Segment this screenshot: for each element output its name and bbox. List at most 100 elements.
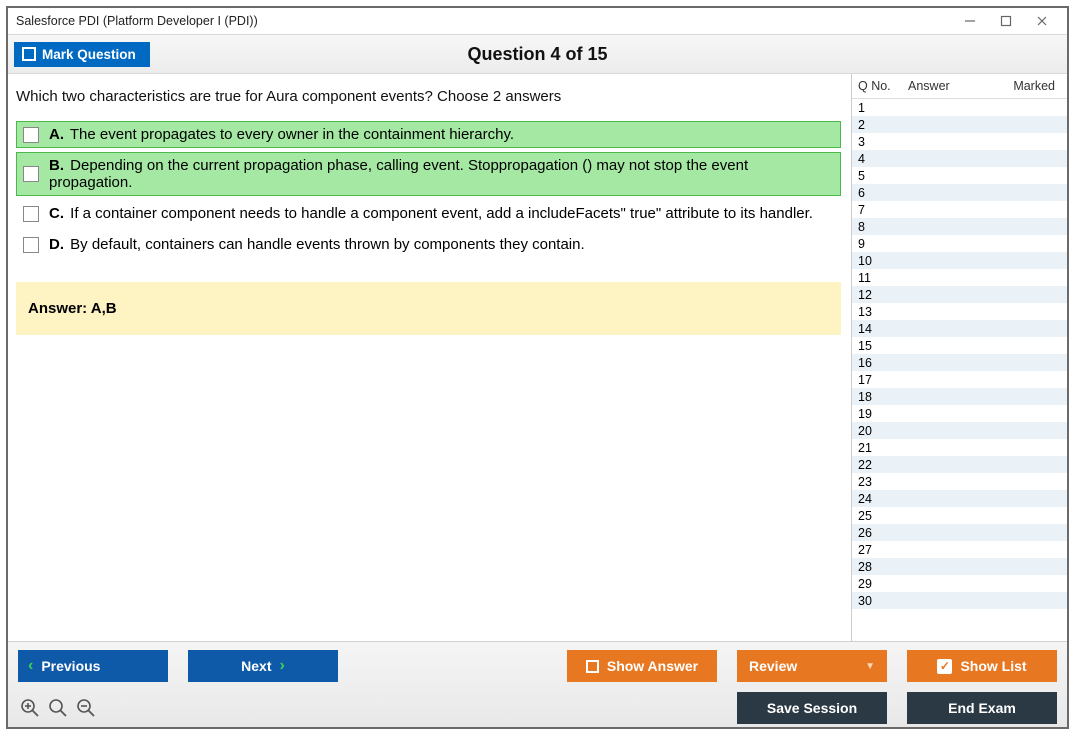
question-number: 30 bbox=[858, 594, 898, 608]
choice-checkbox[interactable] bbox=[23, 166, 39, 182]
question-row[interactable]: 15 bbox=[852, 337, 1067, 354]
next-button[interactable]: Next › bbox=[188, 650, 338, 682]
question-number: 10 bbox=[858, 254, 898, 268]
checkbox-icon bbox=[22, 47, 36, 61]
choice-checkbox[interactable] bbox=[23, 237, 39, 253]
choice-text: C. If a container component needs to han… bbox=[49, 205, 813, 222]
question-number: 2 bbox=[858, 118, 898, 132]
zoom-in-icon[interactable] bbox=[20, 698, 40, 718]
question-number: 17 bbox=[858, 373, 898, 387]
question-row[interactable]: 18 bbox=[852, 388, 1067, 405]
show-list-label: Show List bbox=[960, 658, 1026, 674]
question-number: 25 bbox=[858, 509, 898, 523]
question-number: 12 bbox=[858, 288, 898, 302]
question-row[interactable]: 6 bbox=[852, 184, 1067, 201]
question-number: 5 bbox=[858, 169, 898, 183]
question-row[interactable]: 23 bbox=[852, 473, 1067, 490]
answer-label: Answer: A,B bbox=[28, 300, 117, 317]
checked-icon: ✓ bbox=[937, 659, 952, 674]
question-row[interactable]: 11 bbox=[852, 269, 1067, 286]
review-label: Review bbox=[749, 658, 797, 674]
question-row[interactable]: 10 bbox=[852, 252, 1067, 269]
question-row[interactable]: 20 bbox=[852, 422, 1067, 439]
show-list-button[interactable]: ✓ Show List bbox=[907, 650, 1057, 682]
question-row[interactable]: 4 bbox=[852, 150, 1067, 167]
choice-checkbox[interactable] bbox=[23, 206, 39, 222]
choice-row[interactable]: A. The event propagates to every owner i… bbox=[16, 121, 841, 148]
choice-text: D. By default, containers can handle eve… bbox=[49, 236, 585, 253]
question-number: 4 bbox=[858, 152, 898, 166]
minimize-icon[interactable] bbox=[953, 10, 987, 32]
question-panel: Which two characteristics are true for A… bbox=[8, 74, 851, 641]
question-number: 6 bbox=[858, 186, 898, 200]
review-button[interactable]: Review ▼ bbox=[737, 650, 887, 682]
question-row[interactable]: 14 bbox=[852, 320, 1067, 337]
question-row[interactable]: 30 bbox=[852, 592, 1067, 609]
mark-question-label: Mark Question bbox=[42, 47, 136, 62]
close-icon[interactable] bbox=[1025, 10, 1059, 32]
question-row[interactable]: 21 bbox=[852, 439, 1067, 456]
zoom-icon[interactable] bbox=[48, 698, 68, 718]
question-row[interactable]: 5 bbox=[852, 167, 1067, 184]
question-number: 24 bbox=[858, 492, 898, 506]
mark-question-button[interactable]: Mark Question bbox=[14, 42, 150, 67]
question-row[interactable]: 26 bbox=[852, 524, 1067, 541]
question-row[interactable]: 24 bbox=[852, 490, 1067, 507]
col-marked: Marked bbox=[1001, 79, 1061, 93]
question-number: 11 bbox=[858, 271, 898, 285]
answer-box: Answer: A,B bbox=[16, 282, 841, 335]
checkbox-icon bbox=[586, 660, 599, 673]
choice-row[interactable]: C. If a container component needs to han… bbox=[16, 200, 841, 227]
previous-label: Previous bbox=[41, 658, 100, 674]
save-session-button[interactable]: Save Session bbox=[737, 692, 887, 724]
question-number: 8 bbox=[858, 220, 898, 234]
col-qno: Q No. bbox=[858, 79, 908, 93]
question-row[interactable]: 3 bbox=[852, 133, 1067, 150]
question-row[interactable]: 27 bbox=[852, 541, 1067, 558]
window-title: Salesforce PDI (Platform Developer I (PD… bbox=[16, 14, 258, 28]
end-exam-button[interactable]: End Exam bbox=[907, 692, 1057, 724]
previous-button[interactable]: ‹ Previous bbox=[18, 650, 168, 682]
question-number: 7 bbox=[858, 203, 898, 217]
chevron-left-icon: ‹ bbox=[28, 657, 33, 675]
choice-row[interactable]: B. Depending on the current propagation … bbox=[16, 152, 841, 196]
question-row[interactable]: 2 bbox=[852, 116, 1067, 133]
question-number: 15 bbox=[858, 339, 898, 353]
question-number: 29 bbox=[858, 577, 898, 591]
question-row[interactable]: 7 bbox=[852, 201, 1067, 218]
zoom-controls bbox=[18, 698, 96, 718]
question-row[interactable]: 13 bbox=[852, 303, 1067, 320]
question-number: 3 bbox=[858, 135, 898, 149]
question-rows[interactable]: 1234567891011121314151617181920212223242… bbox=[852, 98, 1067, 641]
choice-checkbox[interactable] bbox=[23, 127, 39, 143]
titlebar: Salesforce PDI (Platform Developer I (PD… bbox=[8, 8, 1067, 34]
question-row[interactable]: 28 bbox=[852, 558, 1067, 575]
show-answer-button[interactable]: Show Answer bbox=[567, 650, 717, 682]
question-row[interactable]: 12 bbox=[852, 286, 1067, 303]
question-row[interactable]: 1 bbox=[852, 99, 1067, 116]
choice-text: A. The event propagates to every owner i… bbox=[49, 126, 514, 143]
question-number: 21 bbox=[858, 441, 898, 455]
question-row[interactable]: 25 bbox=[852, 507, 1067, 524]
question-row[interactable]: 16 bbox=[852, 354, 1067, 371]
end-exam-label: End Exam bbox=[948, 700, 1016, 716]
question-row[interactable]: 29 bbox=[852, 575, 1067, 592]
maximize-icon[interactable] bbox=[989, 10, 1023, 32]
question-row[interactable]: 22 bbox=[852, 456, 1067, 473]
question-row[interactable]: 17 bbox=[852, 371, 1067, 388]
choice-row[interactable]: D. By default, containers can handle eve… bbox=[16, 231, 841, 258]
question-counter: Question 4 of 15 bbox=[8, 44, 1067, 65]
question-number: 18 bbox=[858, 390, 898, 404]
question-row[interactable]: 9 bbox=[852, 235, 1067, 252]
show-answer-label: Show Answer bbox=[607, 658, 698, 674]
question-row[interactable]: 19 bbox=[852, 405, 1067, 422]
question-number: 26 bbox=[858, 526, 898, 540]
question-number: 23 bbox=[858, 475, 898, 489]
question-number: 13 bbox=[858, 305, 898, 319]
chevron-down-icon: ▼ bbox=[865, 661, 875, 672]
col-answer: Answer bbox=[908, 79, 1001, 93]
question-number: 22 bbox=[858, 458, 898, 472]
zoom-out-icon[interactable] bbox=[76, 698, 96, 718]
question-row[interactable]: 8 bbox=[852, 218, 1067, 235]
question-number: 14 bbox=[858, 322, 898, 336]
